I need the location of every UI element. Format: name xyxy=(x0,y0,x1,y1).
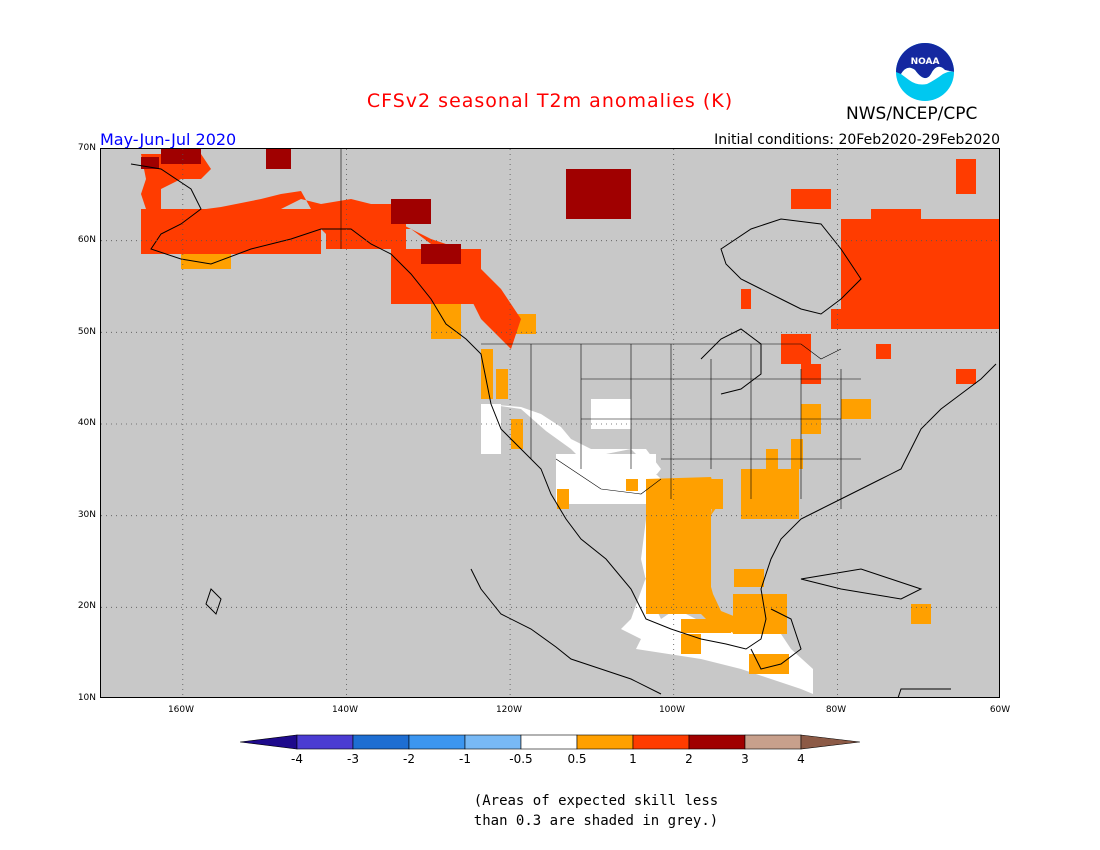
colorbar-label-1: -4 xyxy=(291,752,303,766)
map-panel xyxy=(100,148,1000,698)
anomaly-0-5-1 xyxy=(141,229,931,674)
colorbar-label-3: -2 xyxy=(403,752,415,766)
lat-label-10n: 10N xyxy=(77,693,96,703)
colorbar-label-9: 3 xyxy=(741,752,749,766)
lat-label-60n: 60N xyxy=(77,235,96,245)
colorbar-bin-6 xyxy=(576,734,634,750)
colorbar-bin-9 xyxy=(744,734,802,750)
colorbar-bin-4 xyxy=(464,734,522,750)
colorbar-arrow-high xyxy=(800,734,860,750)
colorbar-bin-8 xyxy=(688,734,746,750)
lat-label-20n: 20N xyxy=(77,601,96,611)
borders xyxy=(340,149,861,509)
lat-label-70n: 70N xyxy=(77,143,96,153)
colorbar-label-7: 1 xyxy=(629,752,637,766)
skill-note-line2: than 0.3 are shaded in grey.) xyxy=(473,813,719,829)
colorbar-label-5: -0.5 xyxy=(509,752,533,766)
lon-label-120w: 120W xyxy=(495,705,523,715)
noaa-logo-icon: NOAA xyxy=(894,41,956,103)
skill-note-line1: (Areas of expected skill less xyxy=(473,793,719,809)
logo-text: NOAA xyxy=(911,57,940,67)
lat-label-50n: 50N xyxy=(77,327,96,337)
lon-label-60w: 60W xyxy=(989,705,1011,715)
colorbar-label-2: -3 xyxy=(347,752,359,766)
chart-title: CFSv2 seasonal T2m anomalies (K) xyxy=(366,90,734,112)
colorbar-arrow-low xyxy=(240,734,298,750)
colorbar-label-8: 2 xyxy=(685,752,693,766)
colorbar-bin-3 xyxy=(408,734,466,750)
colorbar-bin-7 xyxy=(632,734,690,750)
colorbar-bin-2 xyxy=(352,734,410,750)
lat-label-30n: 30N xyxy=(77,510,96,520)
lon-label-160w: 160W xyxy=(167,705,195,715)
colorbar-label-10: 4 xyxy=(797,752,805,766)
forecast-period: May-Jun-Jul 2020 xyxy=(100,130,237,149)
lon-label-80w: 80W xyxy=(825,705,847,715)
anomaly-map xyxy=(101,149,999,697)
skill-note: (Areas of expected skill less than 0.3 a… xyxy=(0,791,1100,831)
lon-label-140w: 140W xyxy=(331,705,359,715)
lat-label-40n: 40N xyxy=(77,418,96,428)
coastlines xyxy=(130,163,997,697)
anomaly-2-3 xyxy=(141,149,631,264)
colorbar xyxy=(240,734,860,750)
colorbar-bin-1 xyxy=(296,734,354,750)
gridlines xyxy=(101,149,999,697)
colorbar-bin-5 xyxy=(520,734,578,750)
initial-conditions: Initial conditions: 20Feb2020-29Feb2020 xyxy=(714,132,1000,148)
colorbar-label-6: 0.5 xyxy=(567,752,587,766)
org-label: NWS/NCEP/CPC xyxy=(846,104,978,124)
colorbar-label-4: -1 xyxy=(459,752,471,766)
lon-label-100w: 100W xyxy=(658,705,686,715)
